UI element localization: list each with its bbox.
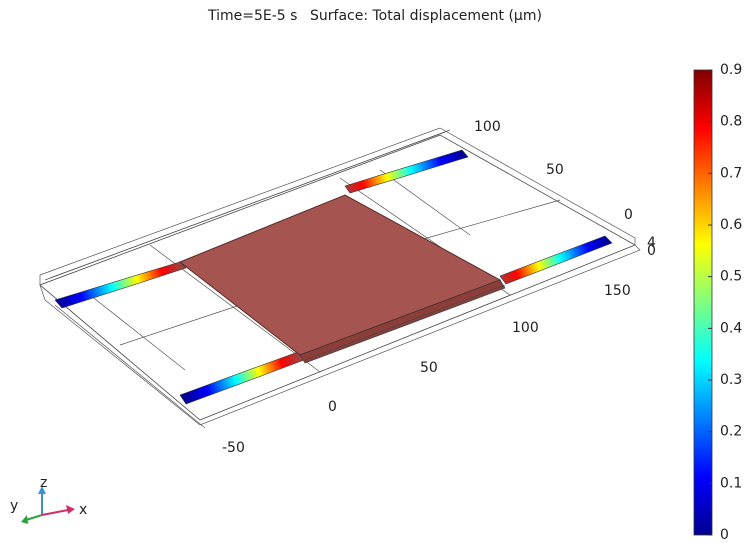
x-tick-label: -50 [222,440,245,456]
colorbar-tick-label: 0.8 [720,114,742,130]
x-tick-label: 0 [328,399,337,415]
colorbar-tick-label: 0.1 [720,475,742,491]
triad-x: x [79,502,87,518]
colorbar-tick-label: 0.9 [720,62,742,78]
z-tick-label: 4 [647,235,656,251]
colorbar-tick-label: 0.5 [720,269,742,285]
x-tick-label: 150 [604,283,631,299]
plot-title: Surface: Total displacement (µm) [310,8,542,24]
triad-z: z [40,475,47,491]
colorbar [694,70,712,535]
x-tick-label: 100 [512,320,539,336]
colorbar-tick-label: 0.4 [720,320,742,336]
y-tick-label: 0 [624,207,633,223]
y-tick-label: 50 [546,162,564,178]
triad-y: y [10,498,18,514]
colorbar-tick-label: 0.6 [720,217,742,233]
colorbar-tick-label: 0.7 [720,165,742,181]
colorbar-tick-label: 0.3 [720,372,742,388]
plot-window: Time=5E-5 s Surface: Total displacement … [0,0,748,543]
x-tick-label: 50 [420,360,438,376]
time-label: Time=5E-5 s [207,8,297,24]
y-tick-label: 100 [474,119,501,135]
colorbar-tick-label: 0.2 [720,424,742,440]
colorbar-tick-label: 0 [720,527,729,543]
axis-triad: z x y [10,475,87,524]
